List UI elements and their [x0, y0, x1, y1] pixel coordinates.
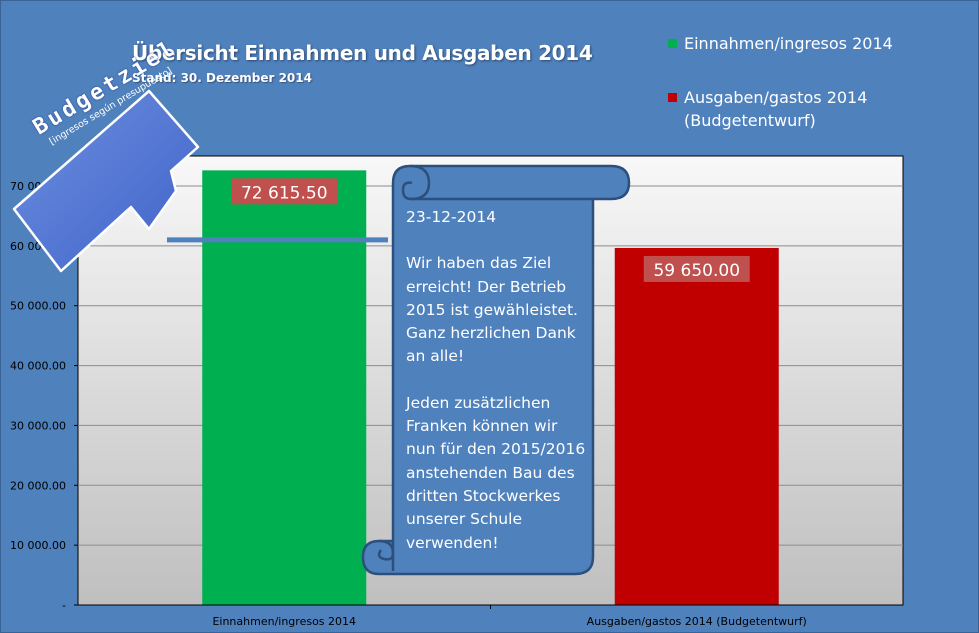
y-tick-label: 20 000.00	[10, 479, 66, 492]
legend-label-einnahmen: Einnahmen/ingresos 2014	[684, 34, 893, 53]
y-tick-label: 10 000.00	[10, 539, 66, 552]
annotation-line: unserer Schule	[406, 510, 522, 529]
annotation-date: 23-12-2014	[406, 208, 497, 226]
annotation-paragraph-2: Jeden zusätzlichen Franken können wir nun …	[406, 392, 596, 555]
x-category-label: Ausgaben/gastos 2014 (Budgetentwurf)	[587, 615, 807, 628]
data-label-box	[643, 255, 750, 282]
annotation-line: nun für den 2015/2016	[406, 440, 586, 459]
y-tick-label: -	[62, 599, 66, 612]
y-tick-label: 30 000.00	[10, 419, 66, 432]
annotation-text: 23-12-2014 Wir haben das Ziel erreicht! D…	[406, 206, 596, 555]
y-tick-label: 50 000.00	[10, 300, 66, 313]
annotation-line: anstehenden Bau des	[406, 463, 575, 482]
chart-subtitle: Stand: 30. Dezember 2014	[132, 71, 312, 85]
bar	[614, 247, 779, 605]
annotation-line: an alle!	[406, 347, 465, 366]
annotation-line: Jeden zusätzlichen	[406, 393, 551, 412]
annotation-line: Franken können wir	[406, 417, 558, 436]
bars: 72 615.50 59 650.00	[167, 170, 779, 605]
annotation-paragraph-1: Wir haben das Ziel erreicht! Der Betrieb 2…	[406, 252, 596, 368]
annotation-line: Ganz herzlichen Dank	[406, 324, 576, 343]
legend-swatch-red	[668, 93, 677, 102]
annotation-line: Wir haben das Ziel	[406, 254, 552, 273]
annotation-line: verwenden!	[406, 533, 499, 552]
annotation-scroll	[361, 164, 631, 576]
chart-title: Übersicht Einnahmen und Ausgaben 2014	[132, 41, 593, 65]
data-label: 59 650.00	[653, 261, 740, 281]
legend-item-einnahmen: Einnahmen/ingresos 2014	[668, 34, 893, 53]
x-category-label: Einnahmen/ingresos 2014	[212, 615, 356, 628]
annotation-line: erreicht! Der Betrieb	[406, 277, 567, 296]
y-tick-label: 40 000.00	[10, 360, 66, 373]
x-axis-categories: Einnahmen/ingresos 2014 Ausgaben/gastos 2…	[212, 615, 806, 628]
bar	[202, 170, 367, 605]
legend-item-ausgaben: Ausgaben/gastos 2014 (Budgetentwurf)	[668, 88, 867, 130]
annotation-line: dritten Stockwerkes	[406, 486, 561, 505]
data-label-box	[231, 178, 338, 205]
annotation-line: 2015 ist gewähleistet.	[406, 300, 578, 319]
data-label: 72 615.50	[241, 183, 328, 203]
legend-label-ausgaben-line2: (Budgetentwurf)	[684, 111, 816, 130]
legend-swatch-green	[668, 39, 677, 48]
legend-label-ausgaben-line1: Ausgaben/gastos 2014	[684, 88, 868, 107]
budget-goal-tag	[12, 89, 200, 273]
